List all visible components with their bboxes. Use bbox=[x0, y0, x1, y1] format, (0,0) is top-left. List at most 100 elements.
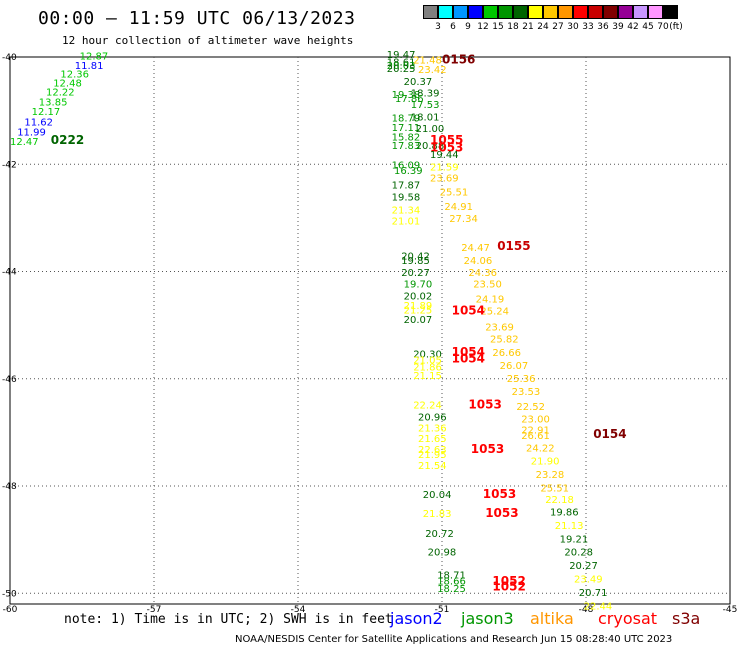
wave-height-label: 20.25 bbox=[387, 64, 416, 75]
wave-height-label: 21.59 bbox=[430, 163, 459, 174]
colorbar-label: 39 bbox=[612, 22, 624, 32]
time-label: 1054 bbox=[452, 303, 485, 317]
lon-tick-label: -48 bbox=[579, 605, 594, 615]
colorbar-label: 9 bbox=[465, 22, 471, 32]
wave-height-label: 15.82 bbox=[392, 133, 421, 144]
wave-height-label: 21.48 bbox=[413, 55, 442, 66]
wave-height-label: 20.30 bbox=[413, 349, 442, 360]
wave-height-label: 20.07 bbox=[404, 315, 433, 326]
colorbar-swatch bbox=[438, 5, 453, 19]
wave-height-label: 26.66 bbox=[492, 348, 521, 359]
chart-title: 00:00 – 11:59 UTC 06/13/2023 bbox=[38, 8, 356, 29]
wave-height-label: 25.24 bbox=[480, 306, 509, 317]
wave-height-label: 26.61 bbox=[521, 431, 550, 442]
colorbar-unit: (ft) bbox=[669, 22, 683, 32]
wave-height-label: 24.91 bbox=[444, 202, 473, 213]
colorbar-swatch bbox=[588, 5, 603, 19]
wave-height-label: 11.99 bbox=[17, 127, 46, 138]
wave-height-label: 18.25 bbox=[437, 584, 466, 595]
time-label: 1054 bbox=[452, 345, 485, 359]
legend-item-jason2: jason2 bbox=[390, 609, 443, 628]
colorbar-swatch bbox=[603, 5, 618, 19]
lon-tick-label: -54 bbox=[291, 605, 306, 615]
legend-item-jason3: jason3 bbox=[461, 609, 514, 628]
wave-height-label: 11.62 bbox=[24, 118, 53, 129]
wave-height-label: 20.02 bbox=[404, 291, 433, 302]
legend-item-s3a: s3a bbox=[672, 609, 701, 628]
colorbar-swatch bbox=[423, 5, 438, 19]
lat-tick-label: -46 bbox=[2, 375, 17, 385]
time-label: 0222 bbox=[51, 133, 84, 147]
wave-height-label: 17.86 bbox=[395, 94, 424, 105]
wave-height-label: 19.21 bbox=[560, 534, 589, 545]
wave-height-label: 21.25 bbox=[404, 305, 433, 316]
wave-height-label: 13.85 bbox=[39, 97, 68, 108]
colorbar-swatch bbox=[498, 5, 513, 19]
wave-height-label: 22.52 bbox=[516, 402, 545, 413]
wave-height-label: 20.37 bbox=[404, 77, 433, 88]
wave-height-label: 18.61 bbox=[387, 58, 416, 69]
time-label: 1053 bbox=[430, 140, 463, 154]
wave-height-label: 21.15 bbox=[413, 371, 442, 382]
lat-tick-label: -44 bbox=[2, 268, 17, 278]
colorbar-swatch bbox=[573, 5, 588, 19]
wave-height-label: 22.44 bbox=[584, 601, 613, 612]
wave-height-label: 19.38 bbox=[392, 90, 421, 101]
time-label: 1052 bbox=[492, 574, 525, 588]
wave-height-label: 19.44 bbox=[430, 150, 459, 161]
wave-height-label: 21.13 bbox=[555, 521, 584, 532]
wave-height-label: 21.54 bbox=[418, 461, 447, 472]
wave-height-label: 20.96 bbox=[418, 413, 447, 424]
wave-height-label: 16.39 bbox=[394, 166, 423, 177]
colorbar-swatch bbox=[663, 5, 678, 19]
wave-height-label: 21.83 bbox=[423, 509, 452, 520]
wave-height-label: 21.36 bbox=[418, 423, 447, 434]
colorbar-label: 33 bbox=[582, 22, 594, 32]
colorbar-label: 36 bbox=[597, 22, 609, 32]
wave-height-label: 25.51 bbox=[440, 187, 469, 198]
time-label: 1053 bbox=[483, 487, 516, 501]
wave-height-label: 23.69 bbox=[485, 323, 514, 334]
lon-tick-label: -45 bbox=[723, 605, 738, 615]
chart-subtitle: 12 hour collection of altimeter wave hei… bbox=[62, 34, 354, 47]
wave-height-label: 23.49 bbox=[574, 575, 603, 586]
colorbar-label: 45 bbox=[642, 22, 654, 32]
wave-height-label: 27.34 bbox=[449, 214, 478, 225]
wave-height-label: 20.42 bbox=[401, 252, 430, 263]
wave-height-label: 21.05 bbox=[413, 356, 442, 367]
time-label: 1055 bbox=[430, 133, 463, 147]
time-label: 1053 bbox=[468, 397, 501, 411]
colorbar-swatch bbox=[513, 5, 528, 19]
lat-tick-label: -48 bbox=[2, 482, 17, 492]
wave-height-label: 18.66 bbox=[437, 577, 466, 588]
wave-height-label: 21.01 bbox=[392, 216, 421, 227]
wave-height-label: 19.58 bbox=[392, 193, 421, 204]
wave-height-label: 22.91 bbox=[521, 425, 550, 436]
colorbar-swatch bbox=[453, 5, 468, 19]
time-label: 1054 bbox=[452, 352, 485, 366]
wave-height-label: 21.95 bbox=[418, 450, 447, 461]
colorbar-label: 30 bbox=[567, 22, 579, 32]
wave-height-label: 12.87 bbox=[80, 52, 109, 63]
wave-height-label: 21.00 bbox=[416, 124, 445, 135]
wave-height-label: 20.04 bbox=[423, 490, 452, 501]
wave-height-label: 17.83 bbox=[392, 141, 421, 152]
wave-height-label: 12.36 bbox=[60, 69, 89, 80]
wave-height-label: 24.36 bbox=[468, 268, 497, 279]
wave-height-label: 12.22 bbox=[46, 88, 75, 99]
wave-height-label: 23.00 bbox=[521, 415, 550, 426]
wave-height-label: 23.50 bbox=[473, 280, 502, 291]
wave-height-label: 20.72 bbox=[425, 529, 454, 540]
credit-line: NOAA/NESDIS Center for Satellite Applica… bbox=[235, 634, 673, 645]
wave-height-label: 24.22 bbox=[526, 444, 555, 455]
colorbar-swatch bbox=[648, 5, 663, 19]
colorbar-label: 18 bbox=[507, 22, 519, 32]
lon-tick-label: -57 bbox=[147, 605, 162, 615]
wave-height-label: 24.19 bbox=[476, 295, 505, 306]
colorbar-label: 24 bbox=[537, 22, 549, 32]
wave-height-label: 23.53 bbox=[512, 387, 541, 398]
wave-height-label: 20.88 bbox=[416, 141, 445, 152]
wave-height-label: 20.03 bbox=[387, 61, 416, 72]
lat-tick-label: -40 bbox=[2, 53, 17, 63]
lat-tick-label: -42 bbox=[2, 160, 17, 170]
